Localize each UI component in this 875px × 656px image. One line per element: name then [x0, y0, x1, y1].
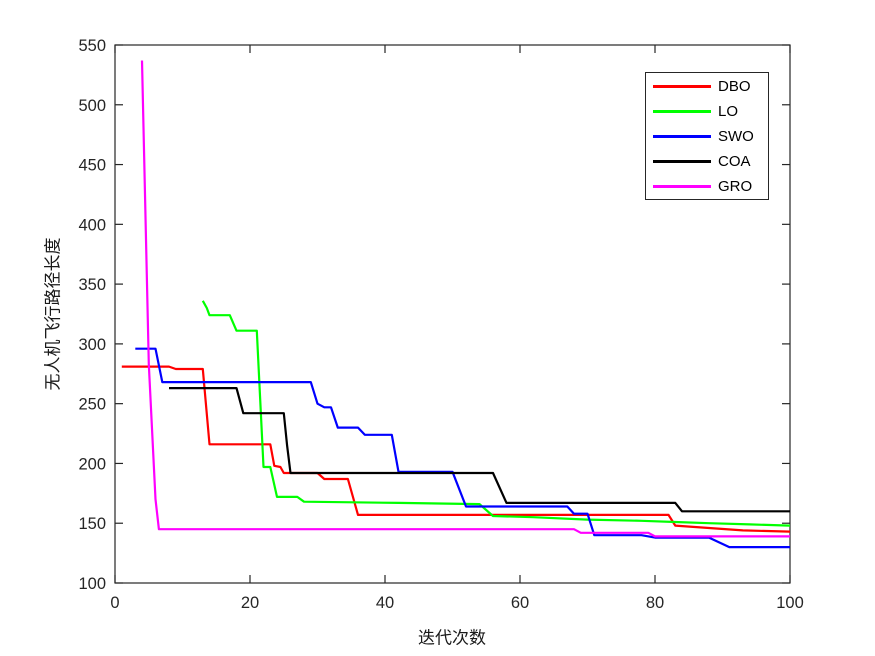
series-line-gro	[140, 60, 790, 538]
legend-label: SWO	[718, 127, 754, 145]
y-tick-label: 450	[78, 157, 106, 175]
y-tick-label: 250	[78, 396, 106, 414]
legend-line-sample	[653, 159, 711, 163]
y-tick-label: 350	[78, 276, 106, 294]
series-line-swo	[135, 347, 790, 549]
y-tick-label: 100	[78, 575, 106, 593]
legend-line-sample	[653, 134, 711, 138]
x-tick-label: 60	[511, 594, 529, 612]
x-tick-label: 100	[776, 594, 804, 612]
legend: DBO LO SWO COA GRO	[645, 72, 769, 200]
legend-label: DBO	[718, 77, 751, 95]
legend-label: COA	[718, 152, 751, 170]
y-tick-label: 300	[78, 336, 106, 354]
x-tick-label: 80	[646, 594, 664, 612]
legend-item-lo: LO	[646, 99, 768, 123]
plot-box	[114, 44, 791, 584]
x-axis-label: 迭代次数	[418, 628, 486, 648]
series-line-coa	[169, 387, 790, 513]
series-line-lo	[201, 300, 791, 527]
y-tick-label: 400	[78, 216, 106, 234]
legend-item-swo: SWO	[646, 124, 768, 148]
legend-label: LO	[718, 102, 739, 120]
y-tick-label: 200	[78, 455, 106, 473]
x-tick-label: 40	[376, 594, 394, 612]
y-tick-label: 150	[78, 515, 106, 533]
legend-item-dbo: DBO	[646, 74, 768, 98]
legend-line-sample	[653, 184, 711, 188]
legend-line-sample	[653, 84, 711, 88]
x-tick-label: 0	[110, 594, 119, 612]
legend-item-gro: GRO	[646, 174, 768, 198]
legend-label: GRO	[718, 177, 753, 195]
legend-item-coa: COA	[646, 149, 768, 173]
y-axis-label: 无人机飞行路径长度	[43, 237, 63, 391]
y-tick-label: 550	[78, 37, 106, 55]
legend-line-sample	[653, 109, 711, 113]
y-tick-label: 500	[78, 97, 106, 115]
series-line-dbo	[121, 365, 791, 533]
x-tick-label: 20	[241, 594, 259, 612]
